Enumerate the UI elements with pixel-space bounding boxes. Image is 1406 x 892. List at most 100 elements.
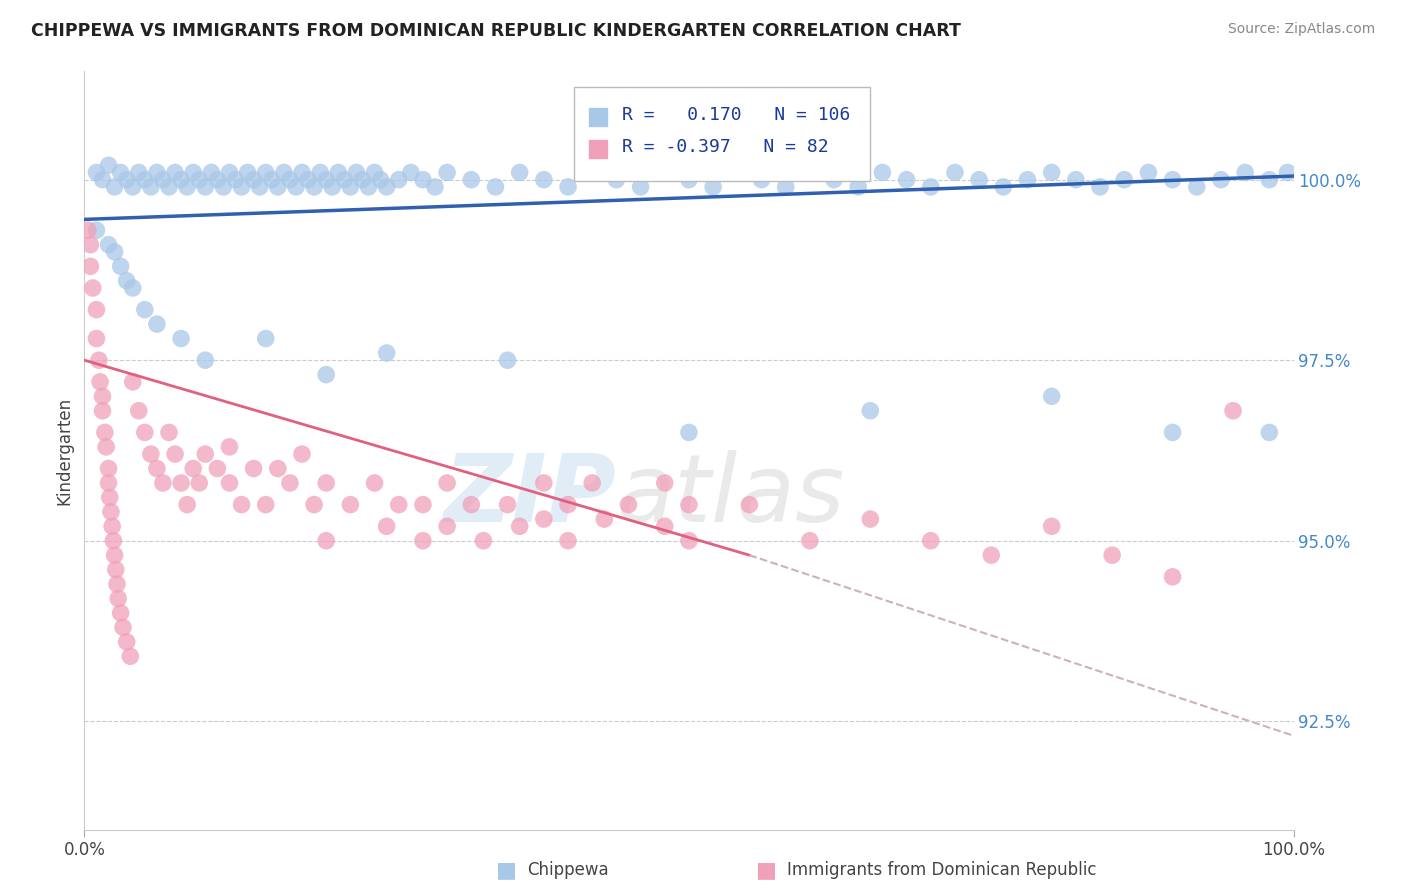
- Point: [1040, 519, 1063, 533]
- Point: [120, 649, 142, 664]
- Point: [128, 165, 150, 179]
- Point: [993, 180, 1015, 194]
- Point: [436, 519, 458, 533]
- Text: ■: ■: [496, 860, 516, 880]
- Point: [181, 461, 204, 475]
- Point: [91, 403, 114, 417]
- Point: [920, 533, 942, 548]
- Point: [1064, 172, 1087, 186]
- Point: [375, 180, 398, 194]
- Point: [218, 440, 240, 454]
- Point: [273, 165, 295, 179]
- Point: [97, 158, 120, 172]
- Point: [218, 165, 240, 179]
- Point: [302, 180, 325, 194]
- Point: [104, 548, 127, 562]
- Text: Immigrants from Dominican Republic: Immigrants from Dominican Republic: [787, 861, 1097, 879]
- Point: [846, 180, 869, 194]
- Point: [231, 498, 253, 512]
- Point: [630, 180, 652, 194]
- Point: [242, 172, 264, 186]
- Point: [242, 461, 264, 475]
- Point: [176, 180, 198, 194]
- Point: [146, 461, 169, 475]
- Point: [100, 505, 122, 519]
- Point: [436, 475, 458, 490]
- Point: [87, 353, 110, 368]
- Point: [115, 635, 138, 649]
- Point: [170, 332, 193, 346]
- Point: [101, 519, 124, 533]
- Point: [943, 165, 966, 179]
- Point: [291, 165, 314, 179]
- Point: [181, 165, 204, 179]
- Point: [134, 172, 156, 186]
- Point: [472, 533, 495, 548]
- Point: [654, 475, 676, 490]
- Point: [1234, 165, 1257, 179]
- Point: [363, 165, 385, 179]
- Point: [557, 498, 579, 512]
- Point: [218, 475, 240, 490]
- Point: [91, 389, 114, 403]
- Point: [1209, 172, 1232, 186]
- Point: [254, 165, 277, 179]
- Point: [188, 172, 211, 186]
- Point: [170, 475, 193, 490]
- Point: [110, 165, 132, 179]
- Point: [291, 447, 314, 461]
- Point: [725, 165, 748, 179]
- Text: atlas: atlas: [616, 450, 845, 541]
- Point: [86, 223, 108, 237]
- Point: [775, 180, 797, 194]
- Point: [94, 425, 117, 440]
- Point: [823, 172, 845, 186]
- Point: [412, 498, 434, 512]
- Point: [82, 281, 104, 295]
- Point: [309, 165, 332, 179]
- Point: [702, 180, 724, 194]
- Point: [423, 180, 446, 194]
- Point: [1040, 389, 1063, 403]
- Point: [375, 519, 398, 533]
- Point: [152, 172, 174, 186]
- Point: [352, 172, 374, 186]
- Point: [86, 332, 108, 346]
- Point: [94, 440, 117, 454]
- Point: [146, 317, 169, 331]
- Point: [212, 180, 235, 194]
- Point: [121, 180, 143, 194]
- Point: [110, 260, 132, 274]
- Text: CHIPPEWA VS IMMIGRANTS FROM DOMINICAN REPUBLIC KINDERGARTEN CORRELATION CHART: CHIPPEWA VS IMMIGRANTS FROM DOMINICAN RE…: [31, 22, 960, 40]
- Point: [533, 475, 555, 490]
- Point: [496, 353, 519, 368]
- Point: [170, 172, 193, 186]
- Point: [896, 172, 918, 186]
- Point: [104, 563, 127, 577]
- Point: [328, 165, 350, 179]
- Point: [231, 180, 253, 194]
- Point: [339, 498, 361, 512]
- Text: Source: ZipAtlas.com: Source: ZipAtlas.com: [1227, 22, 1375, 37]
- Point: [509, 165, 531, 179]
- Point: [254, 332, 277, 346]
- Point: [285, 180, 308, 194]
- Point: [678, 425, 700, 440]
- Point: [315, 368, 337, 382]
- Point: [375, 346, 398, 360]
- Point: [249, 180, 271, 194]
- Point: [121, 375, 143, 389]
- Point: [967, 172, 990, 186]
- Point: [267, 461, 290, 475]
- Point: [194, 353, 217, 368]
- Point: [79, 260, 101, 274]
- Point: [496, 498, 519, 512]
- Point: [115, 172, 138, 186]
- Point: [1222, 403, 1244, 417]
- Point: [128, 403, 150, 417]
- Point: [399, 165, 422, 179]
- Point: [920, 180, 942, 194]
- Point: [194, 180, 217, 194]
- Point: [533, 512, 555, 526]
- Point: [436, 165, 458, 179]
